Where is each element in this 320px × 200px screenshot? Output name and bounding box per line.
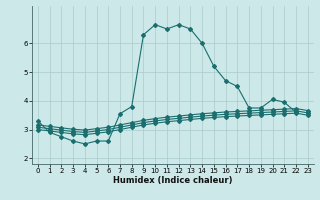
X-axis label: Humidex (Indice chaleur): Humidex (Indice chaleur) [113,176,233,185]
